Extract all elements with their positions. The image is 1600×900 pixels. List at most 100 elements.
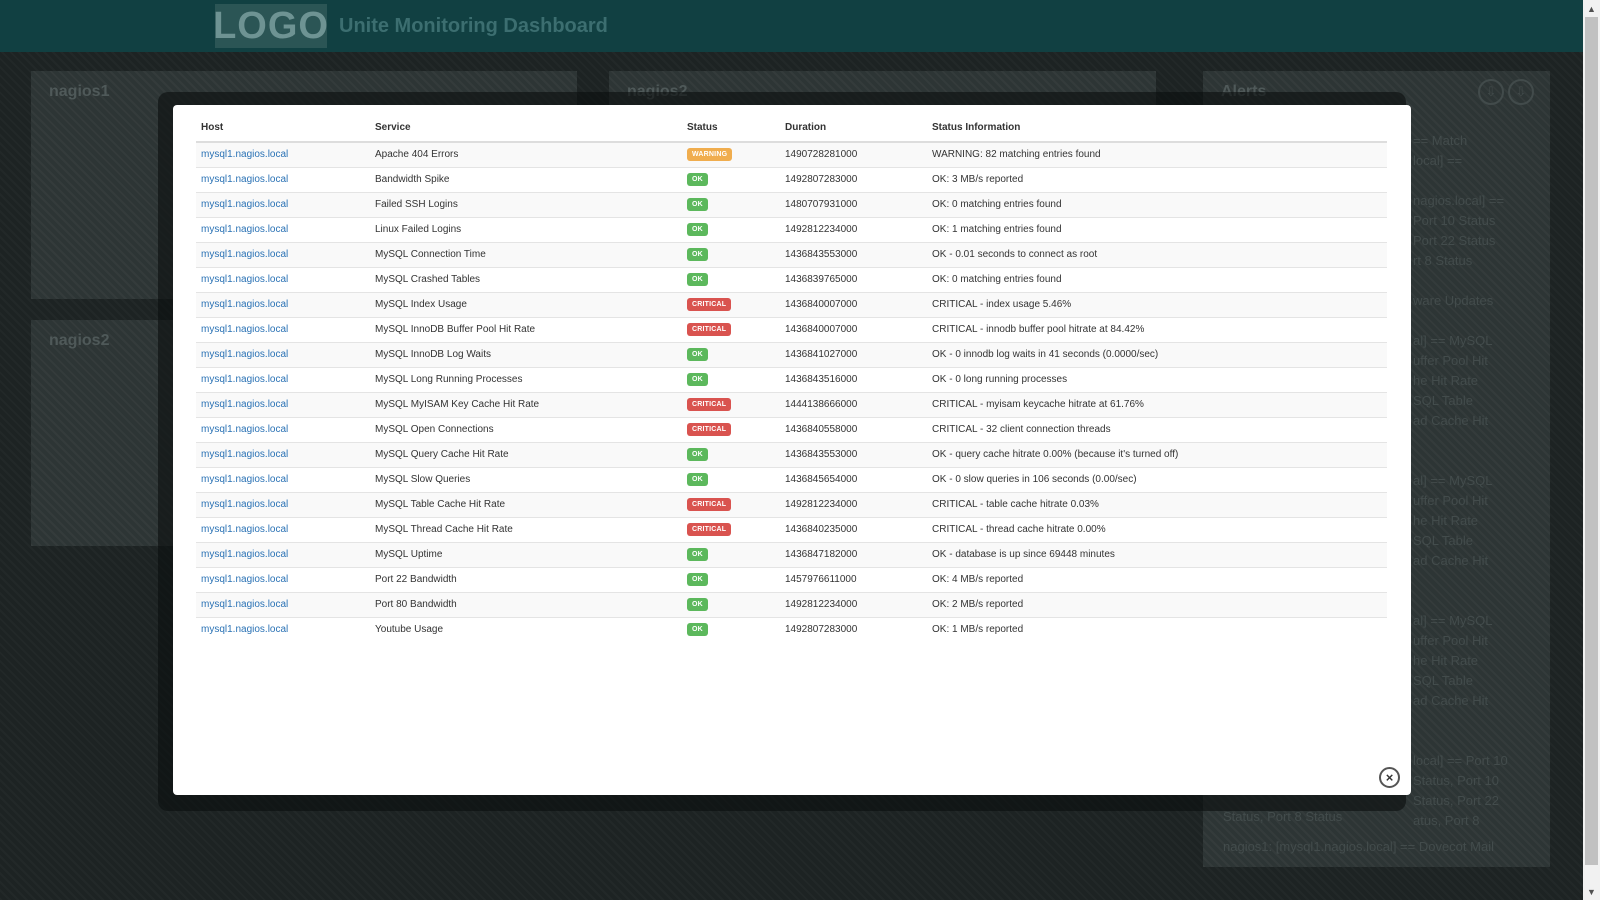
alert-line: ad Cache Hit <box>1413 413 1489 428</box>
status-information-cell: OK: 4 MB/s reported <box>927 566 1387 592</box>
duration-value-cell: 1436840558000 <box>780 416 927 442</box>
alert-line <box>1413 451 1543 471</box>
alert-line: rt 8 Status <box>1413 253 1473 268</box>
duration-value: 1436843516000 <box>785 374 858 385</box>
host-link[interactable]: mysql1.nagios.local <box>201 199 289 210</box>
arrow-down-circle-icon[interactable]: ⇩ <box>1478 79 1504 105</box>
alert-line: atus, Port 8 <box>1413 813 1480 828</box>
alert-line: al] == MySQL <box>1413 473 1493 488</box>
column-header-status-information[interactable]: Status Information <box>927 114 1387 143</box>
service-name-cell: MySQL Long Running Processes <box>370 366 682 392</box>
scroll-up-arrow-icon[interactable]: ▲ <box>1587 3 1596 14</box>
alert-line: SQL Table <box>1413 533 1473 548</box>
alert-line: ware Updates <box>1413 293 1494 308</box>
service-name: MySQL InnoDB Log Waits <box>375 349 491 360</box>
table-row: mysql1.nagios.local MySQL Query Cache Hit… <box>196 441 1387 467</box>
alert-line: uffer Pool Hit <box>1413 493 1488 508</box>
status-badge: OK <box>687 348 708 361</box>
host-link[interactable]: mysql1.nagios.local <box>201 524 289 535</box>
duration-value-cell: 1492807283000 <box>780 166 927 192</box>
host-link[interactable]: mysql1.nagios.local <box>201 474 289 485</box>
host-link-cell: mysql1.nagios.local <box>196 491 370 517</box>
host-link[interactable]: mysql1.nagios.local <box>201 149 289 161</box>
host-link[interactable]: mysql1.nagios.local <box>201 249 289 260</box>
column-header-service[interactable]: Service <box>370 114 682 143</box>
status-badge-cell: OK <box>682 591 780 617</box>
host-link[interactable]: mysql1.nagios.local <box>201 599 289 610</box>
table-row: mysql1.nagios.local MySQL Index Usage CRIT… <box>196 291 1387 317</box>
host-link-cell: mysql1.nagios.local <box>196 316 370 342</box>
status-information-cell: OK - query cache hitrate 0.00% (because … <box>927 441 1387 467</box>
service-name-cell: MySQL Query Cache Hit Rate <box>370 441 682 467</box>
host-link[interactable]: mysql1.nagios.local <box>201 624 289 636</box>
column-header-host[interactable]: Host <box>196 114 370 143</box>
service-name-cell: Youtube Usage <box>370 616 682 642</box>
status-information: OK - 0 long running processes <box>932 374 1068 385</box>
service-name-cell: Bandwidth Spike <box>370 166 682 192</box>
alert-line: al] == MySQL <box>1413 613 1493 628</box>
status-information: CRITICAL - 32 client connection threads <box>932 424 1111 435</box>
status-information-cell: OK: 1 MB/s reported <box>927 616 1387 642</box>
host-link[interactable]: mysql1.nagios.local <box>201 449 289 460</box>
table-row: mysql1.nagios.local Bandwidth Spike OK 1492… <box>196 166 1387 192</box>
alert-line <box>1413 431 1543 451</box>
table-row: mysql1.nagios.local Youtube Usage OK 149280… <box>196 616 1387 642</box>
duration-value-cell: 1436843553000 <box>780 241 927 267</box>
host-link[interactable]: mysql1.nagios.local <box>201 324 289 335</box>
duration-value: 1436841027000 <box>785 349 858 360</box>
host-link[interactable]: mysql1.nagios.local <box>201 349 289 360</box>
page-scrollbar[interactable]: ▲ ▼ <box>1583 0 1600 900</box>
status-information-cell: CRITICAL - 32 client connection threads <box>927 416 1387 442</box>
host-link-cell: mysql1.nagios.local <box>196 216 370 242</box>
table-row: mysql1.nagios.local MySQL Crashed Tables O… <box>196 266 1387 292</box>
status-information-cell: OK - 0.01 seconds to connect as root <box>927 241 1387 267</box>
host-link[interactable]: mysql1.nagios.local <box>201 299 289 310</box>
status-badge: CRITICAL <box>687 523 732 536</box>
status-badge: OK <box>687 198 708 211</box>
host-link[interactable]: mysql1.nagios.local <box>201 574 289 585</box>
host-link[interactable]: mysql1.nagios.local <box>201 549 289 560</box>
column-header-status[interactable]: Status <box>682 114 780 143</box>
status-badge: OK <box>687 373 708 386</box>
host-link[interactable]: mysql1.nagios.local <box>201 274 289 285</box>
host-link-cell: mysql1.nagios.local <box>196 591 370 617</box>
host-link[interactable]: mysql1.nagios.local <box>201 374 289 385</box>
duration-value: 1436840007000 <box>785 299 858 310</box>
service-name: MySQL Thread Cache Hit Rate <box>375 524 513 535</box>
duration-value-cell: 1436843553000 <box>780 441 927 467</box>
status-badge: OK <box>687 598 708 611</box>
host-link-cell: mysql1.nagios.local <box>196 391 370 417</box>
alert-line: ad Cache Hit <box>1413 553 1489 568</box>
service-name-cell: MySQL InnoDB Log Waits <box>370 341 682 367</box>
host-link[interactable]: mysql1.nagios.local <box>201 224 289 235</box>
alert-line <box>1413 271 1543 291</box>
table-row: mysql1.nagios.local MySQL Connection Time… <box>196 241 1387 267</box>
host-link[interactable]: mysql1.nagios.local <box>201 174 289 185</box>
status-information: CRITICAL - index usage 5.46% <box>932 299 1072 310</box>
status-information-cell: OK: 2 MB/s reported <box>927 591 1387 617</box>
status-badge: WARNING <box>687 148 733 162</box>
host-link-cell: mysql1.nagios.local <box>196 516 370 542</box>
status-information: OK - database is up since 69448 minutes <box>932 549 1115 560</box>
close-icon[interactable]: × <box>1379 767 1400 788</box>
service-name: Port 80 Bandwidth <box>375 599 457 610</box>
table-body: mysql1.nagios.local Apache 404 Errors WARN… <box>196 141 1387 642</box>
alert-line: uffer Pool Hit <box>1413 353 1488 368</box>
alert-line: Port 10 Status <box>1413 213 1496 228</box>
host-link[interactable]: mysql1.nagios.local <box>201 399 289 410</box>
status-information: OK - 0 slow queries in 106 seconds (0.00… <box>932 474 1137 485</box>
dashboard-title: Unite Monitoring Dashboard <box>339 14 608 37</box>
status-information: CRITICAL - myisam keycache hitrate at 61… <box>932 399 1144 410</box>
scroll-thumb[interactable] <box>1585 17 1598 865</box>
alert-line: Status, Port 10 <box>1413 773 1499 788</box>
host-link[interactable]: mysql1.nagios.local <box>201 499 289 510</box>
column-header-duration[interactable]: Duration <box>780 114 927 143</box>
host-link[interactable]: mysql1.nagios.local <box>201 424 289 435</box>
service-name-cell: MySQL Crashed Tables <box>370 266 682 292</box>
scroll-down-arrow-icon[interactable]: ▼ <box>1587 886 1596 897</box>
status-information-cell: OK - database is up since 69448 minutes <box>927 541 1387 567</box>
status-information: OK - 0 innodb log waits in 41 seconds (0… <box>932 349 1159 360</box>
top-navbar: LOGO Unite Monitoring Dashboard <box>0 0 1583 52</box>
alert-line: ad Cache Hit <box>1413 693 1489 708</box>
arrow-down-circle-icon[interactable]: ⇩ <box>1508 79 1534 105</box>
